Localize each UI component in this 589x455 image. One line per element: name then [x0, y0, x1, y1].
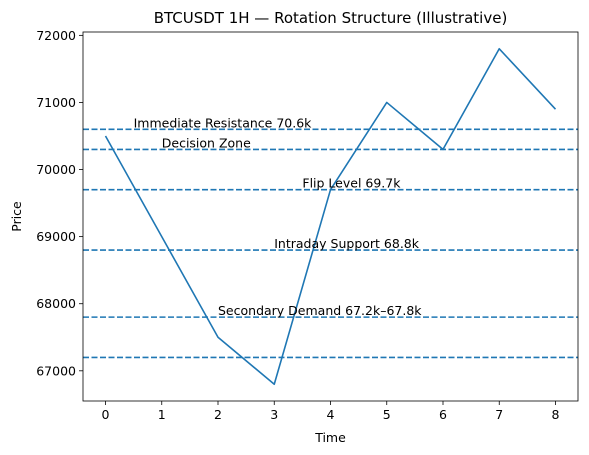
- x-axis-ticks: 0 1 2 3 4 5 6 7 8: [102, 401, 560, 422]
- x-tick-label: 7: [495, 407, 503, 422]
- price-line: [104, 47, 557, 386]
- plot-frame: [82, 31, 579, 402]
- x-axis-label: Time: [314, 430, 346, 445]
- x-tick-label: 8: [552, 407, 560, 422]
- level-annotation: Flip Level 69.7k: [302, 176, 401, 191]
- level-annotation: Decision Zone: [162, 135, 251, 150]
- x-tick-label: 1: [158, 407, 166, 422]
- y-axis-label: Price: [9, 201, 24, 232]
- y-tick-label: 72000: [36, 28, 76, 43]
- x-tick-label: 2: [214, 407, 222, 422]
- x-tick-label: 5: [383, 407, 391, 422]
- level-annotation: Immediate Resistance 70.6k: [134, 115, 313, 130]
- annotations: Immediate Resistance 70.6k Decision Zone F…: [134, 115, 423, 318]
- x-tick-label: 4: [327, 407, 335, 422]
- y-tick-label: 68000: [36, 296, 76, 311]
- y-tick-label: 70000: [36, 162, 76, 177]
- x-tick-label: 3: [270, 407, 278, 422]
- x-tick-label: 0: [102, 407, 110, 422]
- level-annotation: Secondary Demand 67.2k–67.8k: [218, 303, 422, 318]
- y-axis-ticks: 67000 68000 69000 70000 71000 72000: [36, 28, 83, 378]
- y-tick-label: 69000: [36, 229, 76, 244]
- y-tick-label: 71000: [36, 95, 76, 110]
- x-tick-label: 6: [439, 407, 447, 422]
- chart-title: BTCUSDT 1H — Rotation Structure (Illustr…: [154, 9, 508, 27]
- level-annotation: Intraday Support 68.8k: [274, 236, 419, 251]
- series-layer: [104, 47, 557, 386]
- y-tick-label: 67000: [36, 363, 76, 378]
